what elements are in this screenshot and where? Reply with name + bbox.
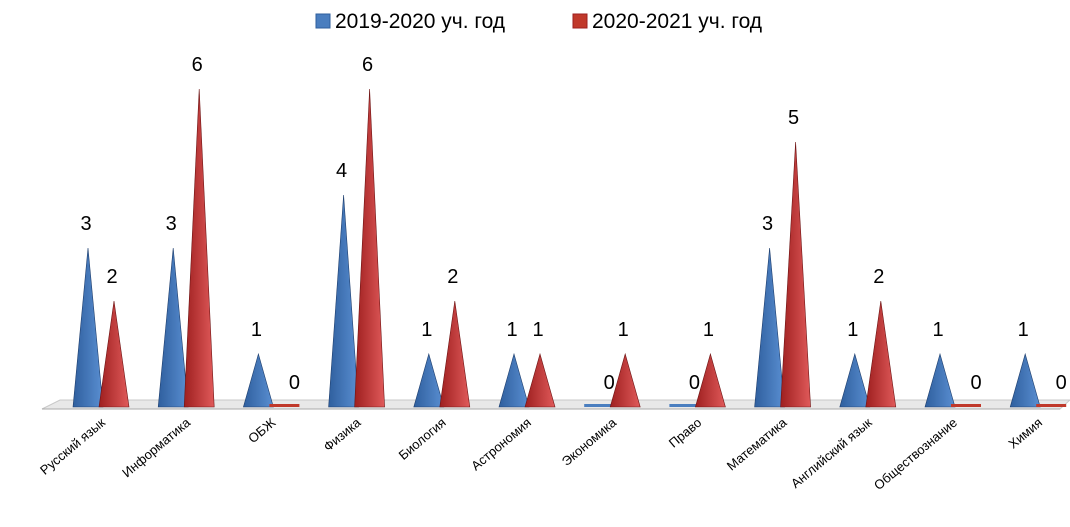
data-label-series-1-10: 1 — [932, 319, 943, 341]
tick-label-10: Обществознание — [871, 415, 960, 493]
data-label-series-2-1: 6 — [192, 54, 203, 76]
cone-series-1-7 — [669, 404, 700, 407]
cone-series-2-7 — [695, 352, 726, 408]
cone-series-2-2 — [269, 404, 300, 407]
tick-label-9: Английский язык — [788, 415, 875, 491]
cone-series-2-4 — [439, 300, 471, 408]
tick-label-8: Математика — [724, 414, 790, 473]
cone-series-1-1 — [157, 247, 189, 408]
data-label-series-2-2: 0 — [289, 372, 300, 394]
data-label-series-2-10: 0 — [970, 372, 981, 394]
cones-layer — [72, 88, 1067, 408]
data-label-series-2-6: 1 — [618, 319, 629, 341]
data-label-series-1-9: 1 — [847, 319, 858, 341]
tick-label-11: Химия — [1005, 415, 1045, 452]
data-label-series-1-3: 4 — [336, 160, 347, 182]
cone-series-1-5 — [498, 352, 530, 408]
tick-label-3: Физика — [321, 414, 365, 454]
data-label-series-1-5: 1 — [506, 319, 517, 341]
cone-series-2-8 — [780, 141, 811, 408]
cone-series-1-0 — [72, 247, 104, 408]
data-label-series-1-8: 3 — [762, 213, 773, 235]
data-label-series-1-6: 0 — [604, 372, 615, 394]
legend-label-series-2: 2020-2021 уч. год — [592, 10, 762, 33]
cone-series-2-0 — [98, 300, 130, 408]
cone-series-2-3 — [354, 88, 385, 408]
legend-item-series-2: 2020-2021 уч. год — [572, 10, 762, 33]
data-label-series-1-2: 1 — [251, 319, 262, 341]
data-label-series-1-1: 3 — [166, 213, 177, 235]
data-label-series-2-0: 2 — [106, 266, 117, 288]
tick-label-4: Биология — [396, 415, 449, 463]
tick-label-5: Астрономия — [468, 415, 534, 474]
tick-label-2: ОБЖ — [245, 415, 278, 446]
cone-series-2-10 — [951, 404, 981, 407]
legend-swatch-series-1 — [315, 13, 331, 29]
tick-label-6: Экономика — [559, 414, 620, 469]
data-label-series-1-11: 1 — [1018, 319, 1029, 341]
tick-label-1: Информатика — [119, 414, 194, 480]
data-label-series-2-3: 6 — [362, 54, 373, 76]
cone-series-1-6 — [584, 404, 615, 407]
cone-series-2-9 — [865, 300, 897, 408]
data-label-series-2-7: 1 — [703, 319, 714, 341]
data-label-series-1-4: 1 — [421, 319, 432, 341]
data-label-series-2-11: 0 — [1056, 372, 1067, 394]
data-label-series-1-7: 0 — [689, 372, 700, 394]
data-label-series-2-9: 2 — [873, 266, 884, 288]
legend-swatch-series-2 — [572, 13, 588, 29]
cone-series-1-11 — [1009, 352, 1041, 408]
data-label-series-2-8: 5 — [788, 107, 799, 129]
cone-series-1-8 — [754, 247, 785, 408]
cone-series-1-2 — [243, 352, 274, 408]
data-label-series-2-5: 1 — [532, 319, 543, 341]
tick-label-7: Право — [666, 415, 705, 451]
cone-series-2-1 — [183, 88, 215, 408]
data-label-series-1-0: 3 — [80, 213, 91, 235]
tick-label-0: Русский язык — [37, 415, 108, 478]
legend: 2019-2020 уч. год 2020-2021 уч. год — [315, 10, 762, 33]
cone-series-2-5 — [524, 352, 556, 408]
x-axis-tick-labels: Русский язык Информатика ОБЖ Физика Биология… — [37, 414, 1045, 493]
cone-series-1-3 — [328, 194, 359, 408]
legend-label-series-1: 2019-2020 уч. год — [335, 10, 505, 33]
cone-series-1-9 — [839, 352, 871, 408]
data-label-series-2-4: 2 — [447, 266, 458, 288]
legend-item-series-1: 2019-2020 уч. год — [315, 10, 505, 33]
cone-series-2-11 — [1036, 404, 1067, 407]
cone-series-1-4 — [413, 352, 445, 408]
cone-series-2-6 — [609, 352, 641, 408]
cone-series-1-10 — [924, 352, 956, 408]
